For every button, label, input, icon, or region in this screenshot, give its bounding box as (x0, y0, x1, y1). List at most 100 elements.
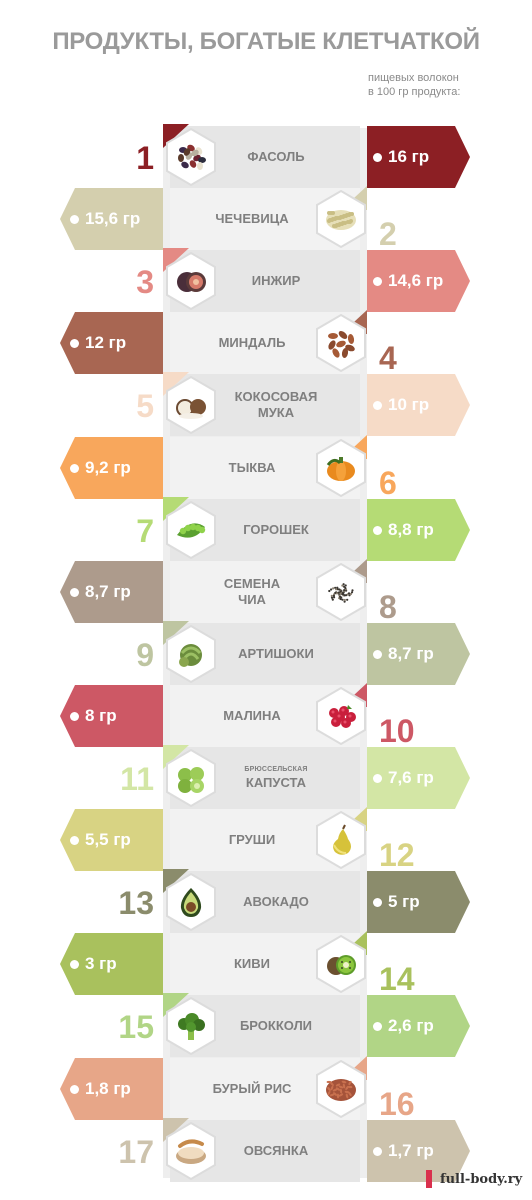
food-name-line: КАПУСТА (245, 775, 307, 790)
fiber-value: 1,7 гр (373, 1120, 434, 1182)
fiber-value: 5,5 гр (70, 809, 131, 871)
pear-icon (324, 823, 358, 862)
food-name: БРЮССЕЛЬСКАЯ КАПУСТА (214, 747, 338, 809)
badge-arrow-shape (367, 871, 470, 933)
badge-arrow-shape (367, 499, 470, 561)
food-name: АРТИШОКИ (214, 623, 338, 685)
rank-number: 9 (136, 637, 154, 673)
food-image-hexagon (165, 1121, 217, 1181)
fiber-value-text: 5 гр (388, 892, 420, 911)
food-name-line: СЕМЕНА (223, 576, 281, 591)
fiber-value: 1,8 гр (70, 1058, 131, 1120)
food-image-hexagon (165, 500, 217, 560)
fiber-value: 12 гр (70, 312, 126, 374)
fiber-value-badge: 1,7 гр (367, 1120, 477, 1182)
fiber-item: КОКОСОВАЯ МУКА 5 10 гр (0, 372, 532, 436)
fiber-value-badge: 14,6 гр (367, 250, 477, 312)
bullet-dot (70, 338, 79, 348)
rank-number: 12 (379, 837, 415, 873)
badge-arrow-shape (60, 1058, 163, 1120)
fiber-value: 14,6 гр (373, 250, 443, 312)
food-name-line: АВОКАДО (243, 894, 309, 909)
almond-icon (324, 326, 358, 365)
fiber-value: 8,8 гр (373, 499, 434, 561)
fiber-value-text: 12 гр (85, 333, 127, 352)
fiber-item: БРОККОЛИ 15 2,6 гр (0, 993, 532, 1057)
bullet-dot (373, 773, 382, 783)
footer-site-name[interactable]: full-body.ry (440, 1171, 523, 1187)
fiber-value-badge: 5 гр (367, 871, 477, 933)
bullet-dot (70, 214, 79, 224)
avocado-icon (174, 885, 208, 924)
fiber-item: БРЮССЕЛЬСКАЯ КАПУСТА 11 7,6 гр (0, 745, 532, 809)
fiber-item: МАЛИНА 10 8 гр (0, 683, 532, 749)
rank-number: 6 (379, 465, 397, 501)
units-caption-line-1: пищевых волокон (368, 72, 459, 84)
food-image-hexagon (315, 934, 367, 994)
food-image-hexagon (315, 1059, 367, 1119)
bullet-dot (373, 400, 382, 410)
food-name-line: МИНДАЛЬ (218, 335, 286, 350)
fiber-value-text: 14,6 гр (388, 271, 444, 290)
fiber-item: СЕМЕНА ЧИА 8 8,7 гр (0, 559, 532, 623)
bullet-dot (373, 276, 382, 286)
fiber-item: ФАСОЛЬ 1 16 гр (0, 124, 532, 188)
fiber-value: 3 гр (70, 933, 117, 995)
food-name-line: КИВИ (233, 956, 270, 971)
food-image-hexagon (315, 313, 367, 373)
rank-number: 10 (379, 713, 415, 749)
fiber-value: 7,6 гр (373, 747, 434, 809)
food-name: СЕМЕНА ЧИА (190, 561, 314, 623)
food-name: АВОКАДО (214, 871, 338, 933)
food-name: ТЫКВА (190, 437, 314, 499)
food-name-line: БУРЫЙ РИС (212, 1081, 292, 1096)
badge-arrow-shape (367, 623, 470, 685)
fiber-item: ЧЕЧЕВИЦА 2 15,6 гр (0, 186, 532, 250)
food-name: КИВИ (190, 933, 314, 995)
bullet-dot (373, 1021, 382, 1031)
bean-icon (174, 140, 208, 179)
raspberry-icon (324, 699, 358, 738)
food-name-line: АРТИШОКИ (238, 646, 314, 661)
food-name-line: МУКА (257, 405, 295, 420)
rank-number: 4 (379, 340, 397, 376)
food-name-line: ЧИА (238, 592, 266, 607)
page-title: ПРОДУКТЫ, БОГАТЫЕ КЛЕТЧАТКОЙ (52, 28, 480, 55)
bullet-dot (70, 1084, 79, 1094)
fiber-item: ГОРОШЕК 7 8,8 гр (0, 497, 532, 561)
units-caption-line-2: в 100 гр продукта: (368, 86, 461, 98)
fiber-value-text: 8 гр (85, 706, 117, 725)
fiber-value: 10 гр (373, 374, 429, 436)
food-image-hexagon (165, 624, 217, 684)
food-image-hexagon (315, 438, 367, 498)
fiber-value-text: 5,5 гр (85, 830, 131, 849)
chia-seed-icon (324, 575, 358, 614)
badge-arrow-shape (367, 747, 470, 809)
fiber-value-badge: 3 гр (60, 933, 170, 995)
fiber-value-text: 8,7 гр (85, 582, 131, 601)
fiber-value-text: 7,6 гр (388, 768, 434, 787)
fiber-value-badge: 8,7 гр (367, 623, 477, 685)
lentil-icon (324, 202, 358, 241)
fiber-value-badge: 8 гр (60, 685, 170, 747)
oatmeal-icon (174, 1134, 208, 1173)
food-name: МАЛИНА (190, 685, 314, 747)
badge-arrow-shape (367, 1120, 470, 1182)
fiber-item: АРТИШОКИ 9 8,7 гр (0, 621, 532, 685)
fiber-value-text: 9,2 гр (85, 458, 131, 477)
food-name-line: КОКОСОВАЯ (234, 389, 318, 404)
food-name: ИНЖИР (214, 250, 338, 312)
fiber-value-badge: 2,6 гр (367, 995, 477, 1057)
fiber-value-text: 1,8 гр (85, 1079, 131, 1098)
rank-number: 7 (136, 513, 154, 549)
food-name-line: ТЫКВА (228, 460, 276, 475)
units-caption: пищевых волокон в 100 гр продукта: (368, 71, 518, 99)
fiber-value-badge: 12 гр (60, 312, 170, 374)
bullet-dot (70, 711, 79, 721)
fiber-value-text: 8,8 гр (388, 520, 434, 539)
fiber-value: 16 гр (373, 126, 429, 188)
badge-arrow-shape (367, 374, 470, 436)
artichoke-icon (174, 637, 208, 676)
site-footer[interactable]: full-body.ry (426, 1168, 522, 1190)
food-name: КОКОСОВАЯ МУКА (214, 374, 338, 436)
